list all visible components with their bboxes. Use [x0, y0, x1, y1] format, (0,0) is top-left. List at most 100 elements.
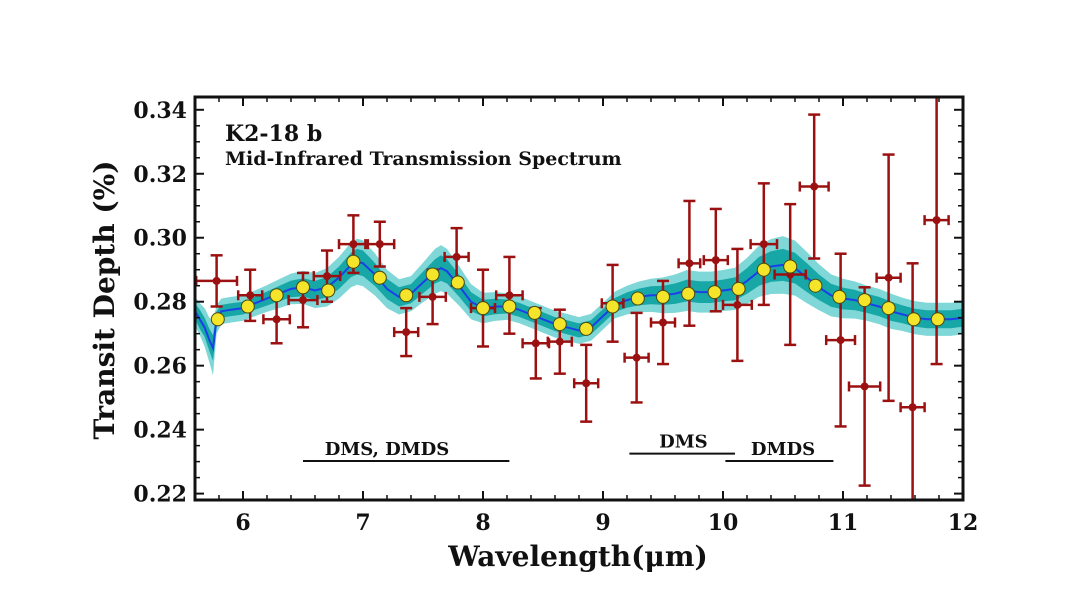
annotation: DMS, DMDS — [303, 439, 510, 462]
chart-subtitle: Mid-Infrared Transmission Spectrum — [225, 148, 622, 170]
tick-labels: 6 7 8 9 10 11 12 0.22 0.24 0.26 0.28 0.30 0.32 0.34 — [133, 98, 978, 536]
binned-model-point — [321, 283, 336, 298]
binned-model-point — [527, 305, 542, 320]
binned-model-point — [476, 301, 490, 316]
annotation: DMS — [629, 432, 735, 455]
y-axis-label: Transit Depth (%) — [88, 161, 121, 440]
observed-marker — [733, 300, 742, 309]
observed-marker — [375, 240, 384, 249]
binned-model-point — [450, 275, 465, 290]
observed-point — [749, 182, 779, 307]
binned-model-point — [425, 267, 440, 282]
observed-marker — [759, 240, 768, 249]
observed-point — [521, 306, 551, 380]
annotation-label: DMS — [659, 432, 708, 453]
observed-marker — [531, 339, 540, 348]
observed-marker — [428, 292, 437, 301]
binned-model-point — [605, 299, 620, 314]
annotation: DMDS — [725, 439, 834, 462]
binned-model-point — [346, 254, 361, 269]
observed-marker — [323, 272, 331, 281]
observed-point — [195, 254, 239, 308]
model-1sigma-area — [195, 248, 963, 361]
y-tick-label: 0.28 — [133, 290, 187, 316]
binned-model-point — [857, 293, 872, 308]
observed-marker — [582, 379, 591, 388]
observed-point — [262, 294, 292, 345]
observed-point — [677, 199, 702, 327]
binned-model-point — [240, 299, 255, 314]
observed-marker — [908, 403, 917, 412]
observed-marker — [212, 276, 221, 285]
binned-model-point — [783, 259, 798, 274]
binned-model-point — [372, 270, 387, 285]
chart-title: K2-18 b — [225, 121, 322, 147]
observed-point — [623, 311, 650, 404]
observed-marker — [349, 240, 358, 249]
binned-model-point — [881, 301, 896, 316]
y-tick-label: 0.30 — [133, 226, 187, 252]
binned-model-point — [930, 312, 945, 327]
binned-model-point — [656, 289, 670, 304]
binned-model-point — [210, 312, 225, 327]
x-tick-label: 7 — [355, 510, 370, 536]
model-1sigma-band — [195, 248, 963, 361]
binned-model-point — [630, 291, 645, 306]
molecule-annotations: DMS, DMDS DMS DMDS — [303, 432, 834, 462]
x-tick-label: 11 — [828, 510, 859, 536]
y-tick-label: 0.32 — [133, 162, 187, 188]
observed-marker — [810, 182, 819, 191]
observed-marker — [884, 273, 893, 282]
binned-model-point — [399, 288, 414, 303]
observed-marker — [860, 382, 869, 391]
observed-marker — [272, 315, 281, 324]
binned-model-point — [906, 312, 921, 327]
y-tick-label: 0.26 — [133, 354, 187, 380]
observed-marker — [659, 318, 667, 327]
binned-model-point — [296, 280, 310, 295]
annotation-label: DMDS — [751, 439, 815, 460]
observed-marker — [555, 337, 564, 346]
observed-marker — [246, 291, 255, 300]
observed-marker — [685, 259, 694, 268]
binned-model-point — [756, 262, 771, 277]
binned-model-point — [502, 299, 517, 314]
binned-model-point — [681, 286, 696, 301]
observed-marker — [711, 256, 720, 265]
model-median-path — [195, 260, 963, 352]
axes — [193, 95, 965, 502]
observed-marker — [632, 353, 641, 362]
binned-model-point — [552, 317, 567, 332]
binned-model-point — [832, 289, 847, 304]
x-tick-label: 6 — [235, 510, 250, 536]
observed-point — [847, 286, 882, 487]
y-tick-label: 0.22 — [133, 482, 187, 508]
x-tick-label: 8 — [475, 510, 490, 536]
observed-point — [773, 202, 808, 347]
model-median-line — [195, 260, 963, 352]
observed-point — [236, 268, 264, 323]
observed-marker — [836, 336, 845, 345]
binned-model-point — [269, 288, 284, 303]
binned-model-point — [731, 281, 746, 296]
observed-point — [899, 262, 926, 500]
observed-point — [364, 220, 396, 268]
x-tick-label: 10 — [708, 510, 739, 536]
observed-point — [494, 255, 524, 335]
observed-marker — [932, 216, 941, 225]
observed-marker — [505, 291, 514, 300]
y-tick-label: 0.24 — [133, 418, 187, 444]
x-axis-label: Wavelength(μm) — [447, 540, 708, 573]
x-tick-label: 12 — [948, 510, 979, 536]
x-tick-label: 9 — [595, 510, 610, 536]
observed-marker — [402, 328, 411, 337]
binned-model-point — [707, 285, 722, 300]
observed-point — [392, 306, 420, 358]
observed-point — [824, 252, 857, 428]
observed-point — [875, 153, 902, 403]
binned-model-series — [210, 254, 945, 336]
observed-marker — [452, 252, 461, 261]
binned-model-point — [808, 278, 823, 293]
y-tick-label: 0.34 — [133, 98, 187, 124]
